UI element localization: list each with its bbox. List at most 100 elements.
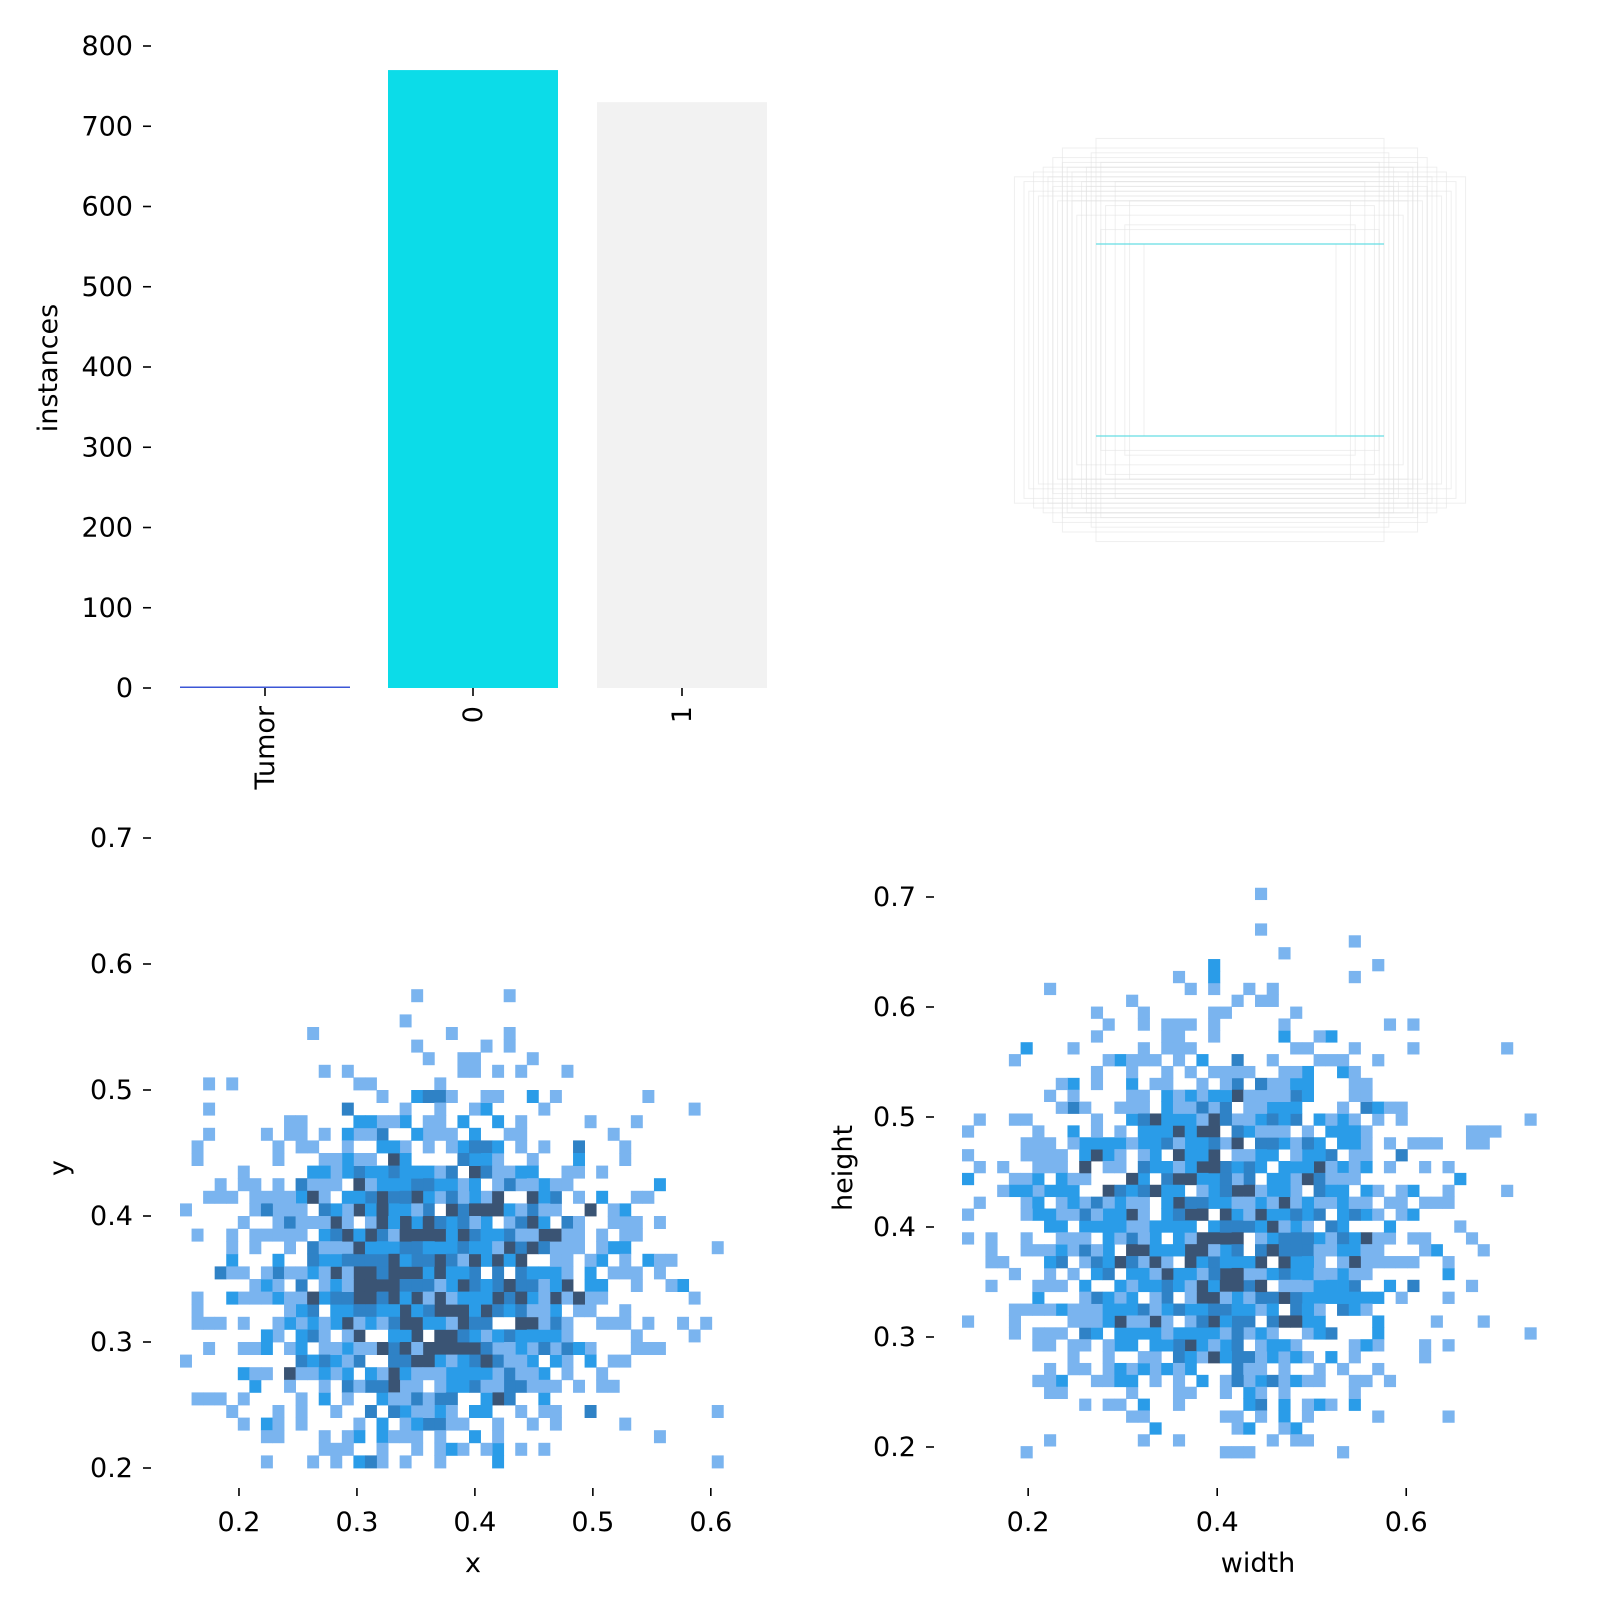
bar-0 — [388, 70, 558, 688]
wh-heatmap-cell — [1360, 1256, 1373, 1269]
wh-heatmap-cell — [1161, 1101, 1174, 1114]
wh-heatmap-cell — [1079, 1327, 1092, 1340]
wh-heatmap-cell — [1243, 1220, 1256, 1233]
xy-heatmap-cell — [492, 1190, 505, 1204]
xy-heatmap-cell — [295, 1190, 308, 1204]
xy-heatmap-cell — [480, 1216, 493, 1229]
xy-heatmap-cell — [399, 1266, 412, 1280]
wh-heatmap-cell — [1055, 1172, 1068, 1186]
wh-heatmap-cell — [1372, 1232, 1385, 1245]
wh-heatmap-cell — [1231, 1149, 1244, 1162]
xy-heatmap-cell — [445, 1178, 458, 1192]
wh-heatmap-cell — [1114, 1232, 1127, 1245]
wh-heatmap-cell — [1325, 1267, 1338, 1281]
xy-heatmap-cell — [538, 1178, 551, 1192]
xy-heatmap-cell — [411, 1291, 424, 1305]
xy-heatmap-cell — [399, 1354, 412, 1368]
bar-x-tick-label: 0 — [458, 706, 489, 723]
wh-heatmap-cell — [1278, 1410, 1291, 1423]
xy-heatmap-cell — [364, 1405, 377, 1418]
xy-heatmap-cell — [260, 1291, 273, 1305]
wh-heatmap-cell — [1313, 1279, 1326, 1293]
xy-heatmap-cell — [573, 1216, 585, 1229]
xy-heatmap-cell — [295, 1228, 308, 1242]
wh-heatmap-cell — [1278, 1077, 1291, 1091]
bbox-outline — [1037, 195, 1443, 485]
wh-heatmap-cell — [1524, 1113, 1537, 1126]
wh-y-axis: 0.20.30.40.50.60.7 — [873, 882, 934, 1463]
xy-heatmap-cell — [388, 1392, 401, 1406]
wh-heatmap-cell — [1032, 1279, 1045, 1293]
wh-heatmap-cell — [1325, 1220, 1338, 1233]
xy-heatmap-cell — [596, 1291, 609, 1305]
xy-heatmap-cell — [318, 1379, 331, 1393]
xy-heatmap-cell — [260, 1417, 273, 1431]
xy-heatmap-cell — [445, 1228, 458, 1242]
wh-heatmap-cell — [1172, 1232, 1186, 1245]
xy-heatmap-cell — [388, 1430, 401, 1444]
xy-heatmap-cell — [388, 1216, 401, 1229]
wh-heatmap-cell — [1395, 1256, 1408, 1269]
wh-heatmap-cell — [1255, 1339, 1268, 1352]
wh-heatmap-cell — [1243, 1291, 1256, 1304]
wh-heatmap-cell — [1137, 1184, 1150, 1198]
wh-heatmap-cell — [1137, 1220, 1150, 1233]
xy-y-tick-label: 0.7 — [90, 823, 133, 854]
wh-heatmap-cell — [1196, 1054, 1209, 1067]
wh-heatmap-cell — [1172, 1303, 1186, 1316]
wh-heatmap-cell — [1301, 1303, 1314, 1316]
wh-heatmap-cell — [1360, 1161, 1373, 1174]
wh-heatmap-cell — [1348, 1374, 1361, 1388]
xy-heatmap-cell — [341, 1165, 354, 1179]
xy-heatmap-cell — [549, 1203, 562, 1217]
xy-heatmap-cell — [688, 1291, 701, 1305]
wh-heatmap-cell — [1149, 1339, 1162, 1352]
xy-heatmap-cell — [642, 1316, 655, 1330]
bbox-outline — [1090, 152, 1390, 528]
xy-heatmap-cell — [549, 1329, 562, 1343]
wh-heatmap-cell — [1325, 1291, 1338, 1304]
wh-heatmap-cell — [1313, 1303, 1326, 1316]
wh-heatmap-cell — [1278, 1172, 1291, 1186]
xy-heatmap-cell — [341, 1367, 354, 1381]
xy-heatmap-cell — [492, 1442, 505, 1456]
xy-heatmap-cell — [434, 1354, 447, 1368]
wh-heatmap-cell — [1126, 1256, 1139, 1269]
wh-heatmap-cell — [1149, 1125, 1162, 1138]
xy-heatmap-cell — [469, 1216, 481, 1229]
wh-heatmap-cell — [1184, 1125, 1197, 1138]
xy-heatmap-cell — [619, 1316, 632, 1330]
wh-heatmap-cell — [1231, 1172, 1244, 1186]
xy-heatmap-cell — [399, 1241, 412, 1255]
xy-heatmap-cell — [295, 1291, 308, 1305]
wh-heatmap-cell — [1255, 1362, 1268, 1376]
xy-heatmap-cell — [457, 1228, 470, 1242]
xy-heatmap-cell — [318, 1165, 331, 1179]
xy-heatmap-cell — [341, 1354, 354, 1368]
xy-heatmap-cell — [445, 1279, 458, 1292]
xy-heatmap-cell — [492, 1342, 505, 1355]
xy-heatmap-cell — [353, 1153, 366, 1166]
wh-heatmap-cell — [1255, 1327, 1268, 1340]
wh-heatmap-cell — [1208, 1113, 1221, 1126]
wh-heatmap-cell — [1032, 1244, 1045, 1257]
wh-heatmap-cell — [1337, 1196, 1350, 1209]
xy-heatmap-cell — [295, 1127, 308, 1141]
xy-heatmap-cell — [469, 1253, 481, 1267]
xy-heatmap-cell — [422, 1203, 435, 1217]
xy-heatmap-cell — [341, 1140, 354, 1154]
xy-heatmap-cell — [353, 1127, 366, 1141]
xy-heatmap-cell — [353, 1329, 366, 1343]
xy-heatmap-cell — [584, 1291, 597, 1305]
wh-heatmap-cell — [1337, 1220, 1350, 1233]
xy-heatmap-cell — [457, 1342, 470, 1355]
wh-heatmap-cell — [1290, 1042, 1303, 1055]
xy-heatmap-cell — [445, 1190, 458, 1204]
wh-heatmap-cell — [1360, 1303, 1373, 1316]
xy-heatmap-cell — [503, 1228, 516, 1242]
xy-heatmap-cell — [549, 1190, 562, 1204]
xy-heatmap-cell — [341, 1379, 354, 1393]
xy-heatmap-cell — [619, 1153, 632, 1166]
xy-heatmap-cell — [480, 1190, 493, 1204]
wh-heatmap-cell — [1137, 1161, 1150, 1174]
